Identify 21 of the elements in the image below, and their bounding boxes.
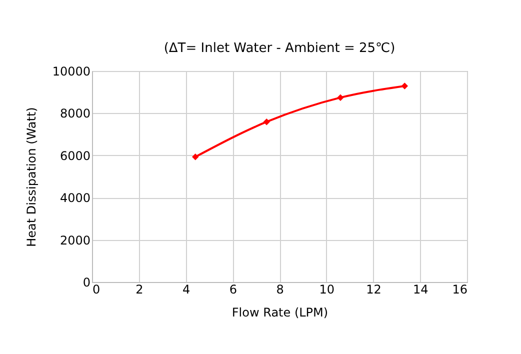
x-tick-label: 14 xyxy=(412,282,428,296)
y-tick-label: 4000 xyxy=(60,191,90,206)
y-axis-title: Heat Dissipation (Watt) xyxy=(24,107,38,247)
x-tick-label: 6 xyxy=(229,282,237,296)
x-tick-label: 2 xyxy=(136,282,144,296)
y-tick-label: 10000 xyxy=(52,64,90,78)
point xyxy=(192,154,199,160)
chart-subtitle: (ΔT= Inlet Water - Ambient = 25℃) xyxy=(164,41,396,56)
y-tick-label: 2000 xyxy=(60,233,90,248)
point xyxy=(401,82,408,90)
point xyxy=(337,94,344,101)
x-tick-label: 8 xyxy=(276,282,284,296)
x-tick-label: 16 xyxy=(452,282,468,296)
x-axis-title: Flow Rate (LPM) xyxy=(232,306,328,320)
x-tick-label: 12 xyxy=(366,282,382,296)
x-tick-label: 4 xyxy=(182,282,190,296)
x-tick-label: 0 xyxy=(92,282,100,296)
x-tick-label: 10 xyxy=(319,282,335,296)
point xyxy=(263,118,270,126)
y-tick-label: 8000 xyxy=(60,106,90,121)
y-tick-label: 6000 xyxy=(60,148,90,163)
